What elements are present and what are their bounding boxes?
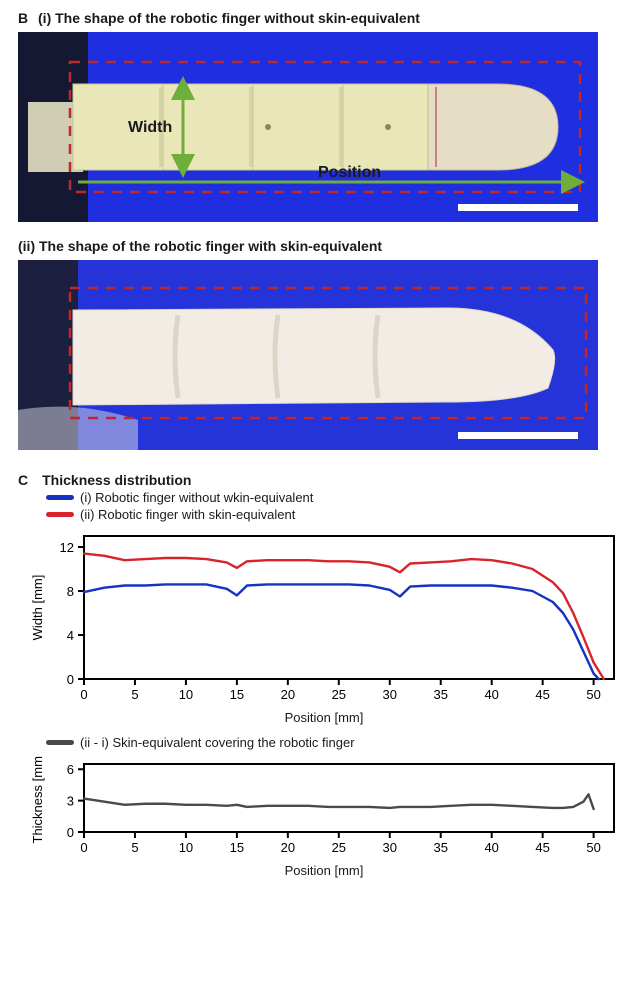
svg-text:35: 35 — [433, 687, 447, 702]
chart2: 0 3 6 0 5 10 15 20 25 30 35 40 45 50 Thickness [mm] — [26, 756, 626, 856]
svg-text:Width [mm]: Width [mm] — [30, 575, 45, 641]
svg-text:0: 0 — [67, 825, 74, 840]
svg-text:Thickness [mm]: Thickness [mm] — [30, 756, 45, 844]
svg-text:20: 20 — [281, 840, 295, 855]
panel-b-ii-title: (ii) The shape of the robotic finger wit… — [18, 238, 622, 254]
svg-text:Position: Position — [318, 164, 381, 181]
svg-text:5: 5 — [131, 687, 138, 702]
svg-text:Width: Width — [128, 119, 172, 136]
svg-text:8: 8 — [67, 584, 74, 599]
panel-c-label: C — [18, 472, 28, 488]
chart1-xlabel: Position [mm] — [26, 710, 622, 725]
photo-i: Width Position — [18, 32, 598, 222]
legend-ii: (ii) Robotic finger with skin-equivalent — [46, 507, 622, 522]
svg-text:30: 30 — [383, 840, 397, 855]
panel-c-header: C Thickness distribution — [18, 466, 622, 490]
svg-text:50: 50 — [586, 840, 600, 855]
svg-text:3: 3 — [67, 794, 74, 809]
legend-diff-text: (ii - i) Skin-equivalent covering the ro… — [80, 735, 355, 750]
svg-text:10: 10 — [179, 687, 193, 702]
svg-text:0: 0 — [80, 840, 87, 855]
svg-text:15: 15 — [230, 687, 244, 702]
legend-swatch-i — [46, 495, 74, 500]
photo-ii-wrap — [18, 260, 598, 450]
legend-swatch-diff — [46, 740, 74, 745]
svg-text:45: 45 — [535, 687, 549, 702]
svg-text:45: 45 — [535, 840, 549, 855]
svg-text:10: 10 — [179, 840, 193, 855]
photo-i-wrap: Width Position — [18, 32, 598, 222]
chart2-xlabel: Position [mm] — [26, 863, 622, 878]
svg-text:25: 25 — [332, 840, 346, 855]
svg-text:6: 6 — [67, 762, 74, 777]
legend-diff: (ii - i) Skin-equivalent covering the ro… — [46, 735, 622, 750]
svg-text:0: 0 — [80, 687, 87, 702]
legend-ii-text: (ii) Robotic finger with skin-equivalent — [80, 507, 295, 522]
panel-b-i-title: B (i) The shape of the robotic finger wi… — [18, 10, 622, 26]
svg-text:30: 30 — [383, 687, 397, 702]
chart1-wrap: 0 4 8 12 0 5 10 15 20 25 30 35 40 45 50 Width [mm] Posi… — [26, 528, 622, 725]
panel-b-ii-text: (ii) The shape of the robotic finger wit… — [18, 238, 382, 254]
panel-b-label: B — [18, 10, 28, 26]
svg-text:12: 12 — [60, 540, 74, 555]
photo-ii — [18, 260, 598, 450]
chart2-wrap: 0 3 6 0 5 10 15 20 25 30 35 40 45 50 Thickness [mm] Po… — [26, 756, 622, 878]
panel-b-i-text: (i) The shape of the robotic finger with… — [38, 10, 420, 26]
chart1: 0 4 8 12 0 5 10 15 20 25 30 35 40 45 50 Width [mm] — [26, 528, 626, 703]
legend-swatch-ii — [46, 512, 74, 517]
legend-i: (i) Robotic finger without wkin-equivale… — [46, 490, 622, 505]
svg-text:35: 35 — [433, 840, 447, 855]
svg-text:20: 20 — [281, 687, 295, 702]
svg-text:25: 25 — [332, 687, 346, 702]
svg-text:40: 40 — [484, 840, 498, 855]
svg-text:40: 40 — [484, 687, 498, 702]
svg-text:5: 5 — [131, 840, 138, 855]
svg-text:4: 4 — [67, 628, 74, 643]
legend-i-text: (i) Robotic finger without wkin-equivale… — [80, 490, 313, 505]
svg-text:0: 0 — [67, 672, 74, 687]
panel-c-title: Thickness distribution — [42, 472, 191, 488]
svg-text:50: 50 — [586, 687, 600, 702]
svg-text:15: 15 — [230, 840, 244, 855]
